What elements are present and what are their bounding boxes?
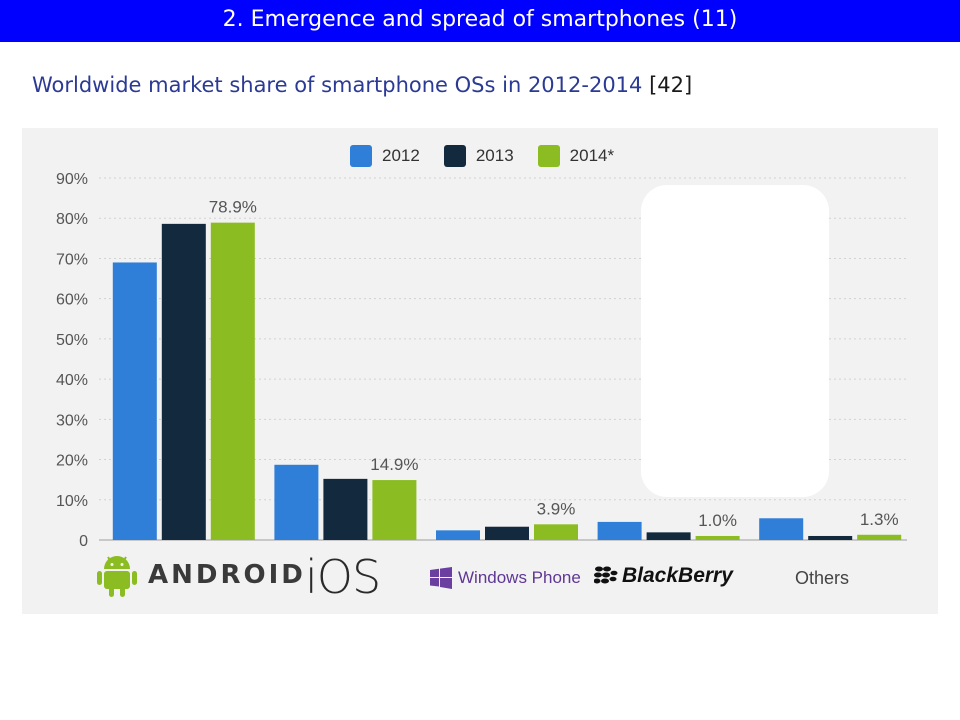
slide-title: 2. Emergence and spread of smartphones (… [222, 7, 738, 32]
blackberry-logo-text: BlackBerry [622, 564, 733, 587]
legend-item-2013: 2013 [443, 145, 514, 167]
bar-windows-phone-2013 [485, 526, 529, 540]
bar-android-2014 [210, 222, 255, 540]
others-label: Others [795, 568, 849, 589]
bar-others-2014 [857, 534, 902, 540]
y-tick-label: 0 [79, 533, 88, 550]
blank-overlay-box [641, 185, 829, 497]
bar-others-2012 [759, 518, 804, 540]
data-label: 1.0% [698, 511, 737, 530]
legend-label-2012: 2012 [382, 146, 420, 165]
legend-label-2014: 2014* [569, 146, 615, 165]
chart-legend: 2012 2013 2014* [350, 145, 614, 167]
legend-swatch-2013 [443, 145, 466, 167]
blackberry-icon [594, 566, 618, 584]
legend-swatch-2014 [537, 145, 560, 167]
bar-android-2012 [112, 262, 157, 540]
ios-logo: iOS [305, 550, 381, 604]
y-tick-label: 90% [56, 171, 88, 188]
y-tick-label: 30% [56, 412, 88, 429]
ios-logo-text: iOS [305, 550, 381, 604]
bar-chart: 0 10% 20% 30% 40% 50% 60% 70% 80% 90% 78.9% 14.9% 3.… [56, 171, 907, 550]
data-label: 78.9% [209, 198, 257, 217]
data-label: 3.9% [537, 499, 576, 518]
legend-item-2012: 2012 [350, 145, 420, 167]
bar-windows-phone-2012 [436, 530, 480, 540]
bar-ios-2013 [323, 478, 368, 540]
data-label: 1.3% [860, 510, 899, 529]
bar-ios-2014 [372, 480, 417, 540]
y-tick-label: 70% [56, 251, 88, 268]
chart-panel: 0 10% 20% 30% 40% 50% 60% 70% 80% 90% 78.9% 14.9% 3.… [22, 128, 938, 614]
bar-others-2013 [808, 535, 853, 540]
y-tick-label: 40% [56, 372, 88, 389]
android-robot-icon [97, 556, 137, 597]
android-logo-text: ANDROID [148, 560, 306, 590]
y-tick-label: 80% [56, 211, 88, 228]
legend-label-2013: 2013 [475, 146, 514, 165]
windows-phone-logo-text: Windows Phone [458, 568, 581, 587]
blackberry-logo: BlackBerry [594, 564, 733, 588]
title-banner: 2. Emergence and spread of smartphones (… [0, 0, 960, 42]
citation-reference: [42] [649, 73, 693, 97]
windows-phone-logo: Windows Phone [430, 567, 581, 589]
legend-item-2014: 2014* [537, 145, 615, 167]
others-label-text: Others [795, 568, 850, 588]
y-tick-label: 10% [56, 493, 88, 510]
bar-blackberry-2013 [646, 532, 691, 540]
chart-subtitle: Worldwide market share of smartphone OSs… [32, 73, 692, 97]
bar-windows-phone-2014 [534, 524, 578, 540]
y-tick-label: 50% [56, 332, 88, 349]
android-logo: ANDROID [96, 553, 306, 597]
windows-flag-icon [430, 567, 452, 589]
bar-android-2013 [161, 223, 206, 540]
legend-swatch-2012 [350, 145, 372, 167]
bar-blackberry-2012 [597, 521, 642, 540]
y-tick-label: 20% [56, 453, 88, 470]
bar-ios-2012 [274, 464, 319, 540]
y-tick-label: 60% [56, 292, 88, 309]
bar-blackberry-2014 [695, 535, 740, 540]
data-label: 14.9% [370, 455, 418, 474]
subtitle-text: Worldwide market share of smartphone OSs… [32, 73, 643, 97]
